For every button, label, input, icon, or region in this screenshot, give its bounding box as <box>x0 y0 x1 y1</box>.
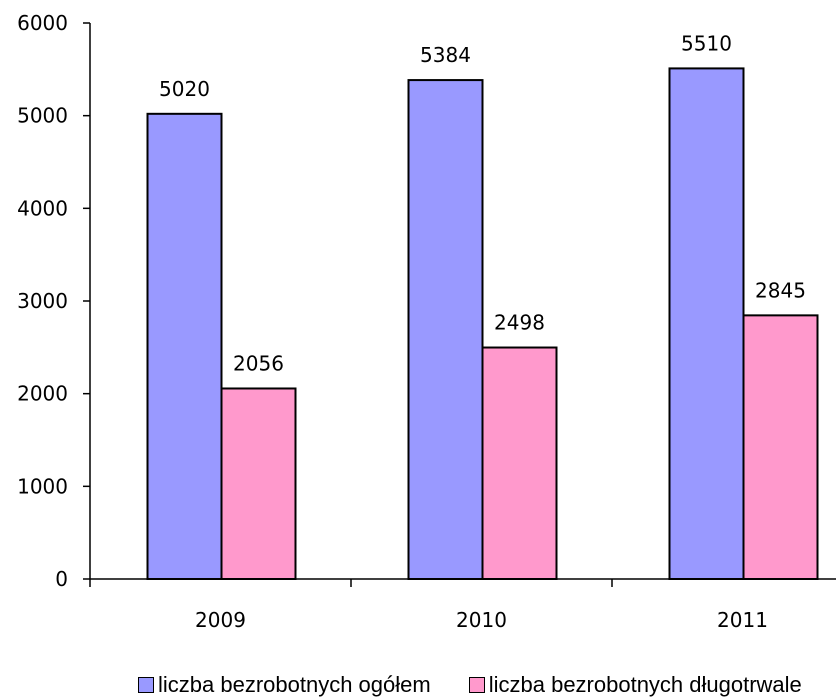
data-label: 5510 <box>681 31 732 55</box>
data-labels: 5020 2056 5384 2498 5510 2845 <box>159 31 806 375</box>
x-tick-label: 2011 <box>717 608 768 632</box>
y-tick-label: 3000 <box>17 289 68 313</box>
y-tick-label: 5000 <box>17 104 68 128</box>
axes <box>89 23 836 587</box>
bar <box>407 79 484 580</box>
legend-item-series-2: liczba bezrobotnych długotrwale <box>468 672 802 698</box>
x-tick-label: 2009 <box>195 608 246 632</box>
bar <box>481 346 558 581</box>
y-tick-label: 0 <box>55 567 68 591</box>
bar <box>742 314 819 580</box>
legend: liczba bezrobotnych ogółem liczba bezrob… <box>138 672 836 698</box>
legend-label-series-2: liczba bezrobotnych długotrwale <box>488 672 802 697</box>
x-tick-label: 2010 <box>456 608 507 632</box>
data-label: 5384 <box>420 43 471 67</box>
data-label: 2498 <box>494 311 545 335</box>
x-axis-ticks: 2009 2010 2011 <box>195 608 768 632</box>
data-label: 2056 <box>233 351 284 375</box>
legend-label-series-1: liczba bezrobotnych ogółem <box>158 672 431 697</box>
data-label: 2845 <box>755 278 806 302</box>
data-label: 5020 <box>159 77 210 101</box>
legend-swatch-series-1 <box>138 677 154 693</box>
y-tick-label: 6000 <box>17 11 68 35</box>
bar <box>220 387 297 580</box>
y-axis-ticks: 0 1000 2000 3000 4000 5000 6000 <box>17 11 90 591</box>
y-tick-label: 4000 <box>17 196 68 220</box>
legend-swatch-series-2 <box>468 677 485 693</box>
bar <box>668 67 745 580</box>
bar <box>146 112 223 581</box>
y-tick-label: 2000 <box>17 382 68 406</box>
bars <box>146 67 819 581</box>
y-tick-label: 1000 <box>17 474 68 498</box>
legend-item-series-1: liczba bezrobotnych ogółem <box>138 672 431 698</box>
